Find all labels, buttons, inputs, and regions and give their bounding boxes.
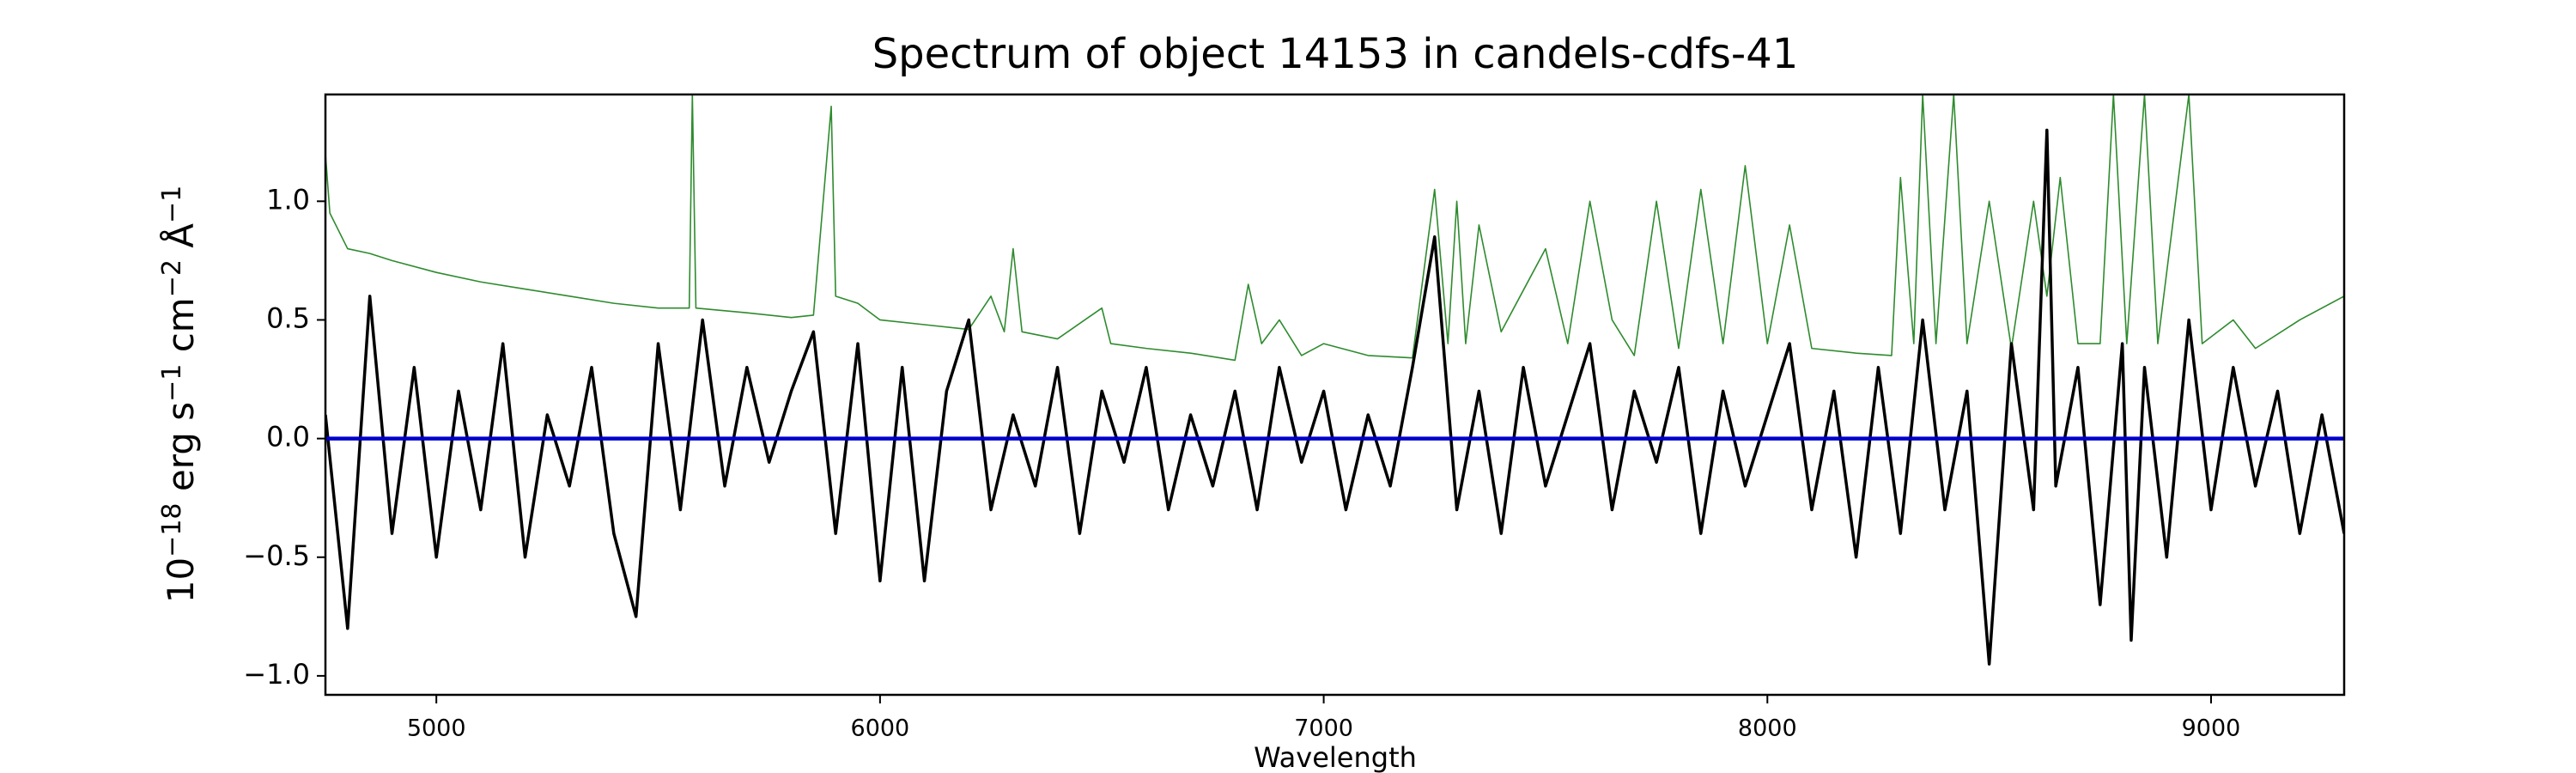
y-tick-label: 0.5: [266, 301, 310, 334]
x-tick-label: 9000: [2182, 715, 2241, 742]
x-tick-label: 6000: [851, 715, 910, 742]
x-tick-label: 5000: [407, 715, 466, 742]
x-axis-label: Wavelength: [1254, 741, 1417, 773]
y-label-text: erg s: [160, 402, 202, 503]
y-tick-label: −1.0: [243, 658, 310, 691]
chart-title: Spectrum of object 14153 in candels-cdfs…: [872, 30, 1799, 78]
plot-area: [325, 94, 2344, 666]
y-tick-label: −0.5: [243, 539, 310, 572]
y-label-superscript: −1: [157, 186, 187, 223]
x-tick-label: 7000: [1294, 715, 1353, 742]
y-axis-label: 10−18 erg s−1 cm−2 Å−1: [157, 186, 202, 604]
spectrum-line: [325, 94, 2344, 362]
y-label-superscript: −1: [157, 364, 187, 402]
axes-frame: [324, 93, 2346, 697]
x-tick-label: 8000: [1738, 715, 1797, 742]
y-label-superscript: −18: [157, 503, 187, 557]
y-label-text: cm: [160, 297, 202, 363]
y-label-text: Å: [159, 223, 202, 259]
y-label-text: 10: [160, 557, 202, 603]
y-label-superscript: −2: [157, 259, 187, 297]
y-tick-label: 0.0: [266, 421, 310, 453]
y-tick-label: 1.0: [266, 183, 310, 216]
spectrum-line: [325, 128, 2344, 666]
